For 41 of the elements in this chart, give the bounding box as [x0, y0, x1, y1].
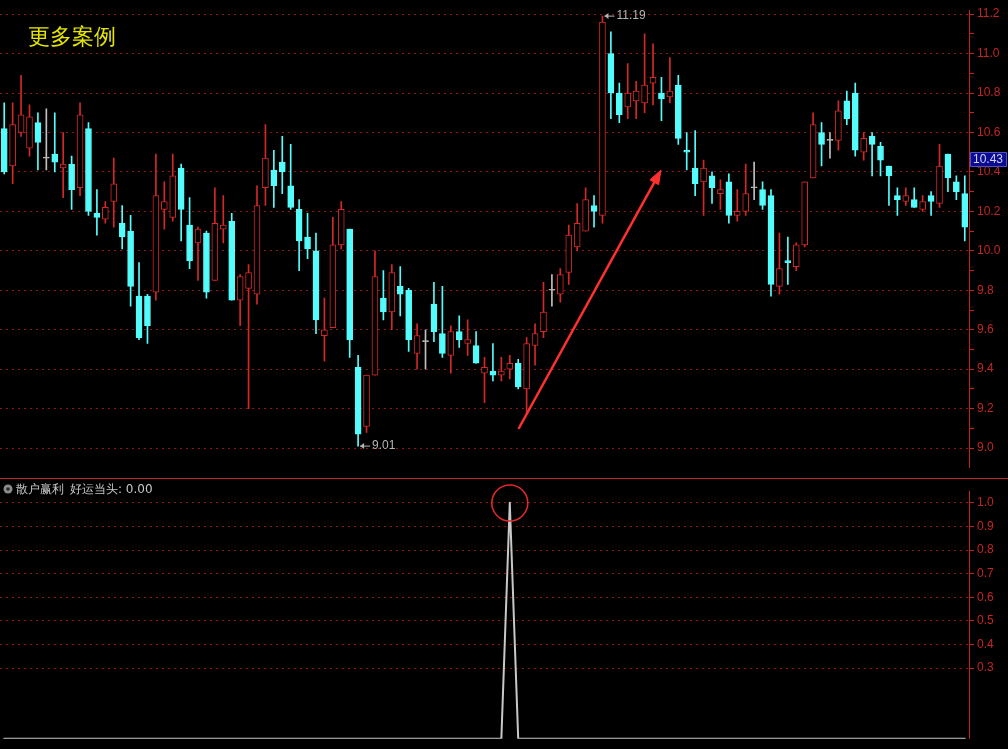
y-tick-label: 0.8 — [977, 542, 995, 557]
y-tick-label: 9.0 — [977, 440, 995, 455]
candlestick — [590, 195, 598, 228]
annotation: : 0.00 — [118, 482, 153, 496]
annotation: 更多案例 — [28, 24, 116, 51]
candlestick — [51, 112, 59, 173]
candlestick — [548, 274, 556, 307]
annotation: 11.19 — [616, 8, 646, 23]
annotation: 9.01 — [372, 438, 396, 453]
candlestick — [160, 181, 168, 230]
candlestick — [784, 236, 792, 285]
y-tick-label: 10.6 — [977, 124, 1001, 139]
y-tick-label: 1.0 — [977, 495, 995, 510]
candlestick — [683, 132, 691, 171]
y-tick-label: 0.6 — [977, 589, 995, 604]
candlestick — [868, 132, 876, 177]
candlestick — [750, 161, 758, 200]
y-tick-label: 0.7 — [977, 565, 995, 580]
text: 10.43 — [973, 151, 1004, 166]
candlestick — [733, 189, 741, 222]
y-tick-label: 0.5 — [977, 613, 995, 628]
candlestick — [93, 189, 101, 236]
y-tick-label: 0.4 — [977, 636, 995, 651]
candlestick — [649, 43, 657, 106]
y-tick-label: 0.3 — [977, 660, 995, 675]
y-tick-label: 9.6 — [977, 322, 995, 337]
y-tick-label: 9.4 — [977, 361, 995, 376]
y-tick-label: 11.0 — [977, 45, 1000, 60]
y-tick-label: 0.9 — [977, 518, 995, 533]
y-tick-label: 10.8 — [977, 85, 1001, 100]
y-tick-label: 11.2 — [977, 6, 1000, 21]
y-tick-label: 10.0 — [977, 243, 1001, 258]
candlestick — [927, 191, 935, 216]
text: 好运当头 — [70, 482, 118, 496]
y-tick-label: 10.2 — [977, 203, 1001, 218]
y-tick-label: 9.8 — [977, 282, 995, 297]
chart-title: 散户赢利 — [16, 482, 64, 496]
candlestick — [396, 266, 404, 317]
y-tick-label: 9.2 — [977, 400, 995, 415]
candlestick — [624, 63, 632, 120]
candlestick — [278, 136, 286, 194]
